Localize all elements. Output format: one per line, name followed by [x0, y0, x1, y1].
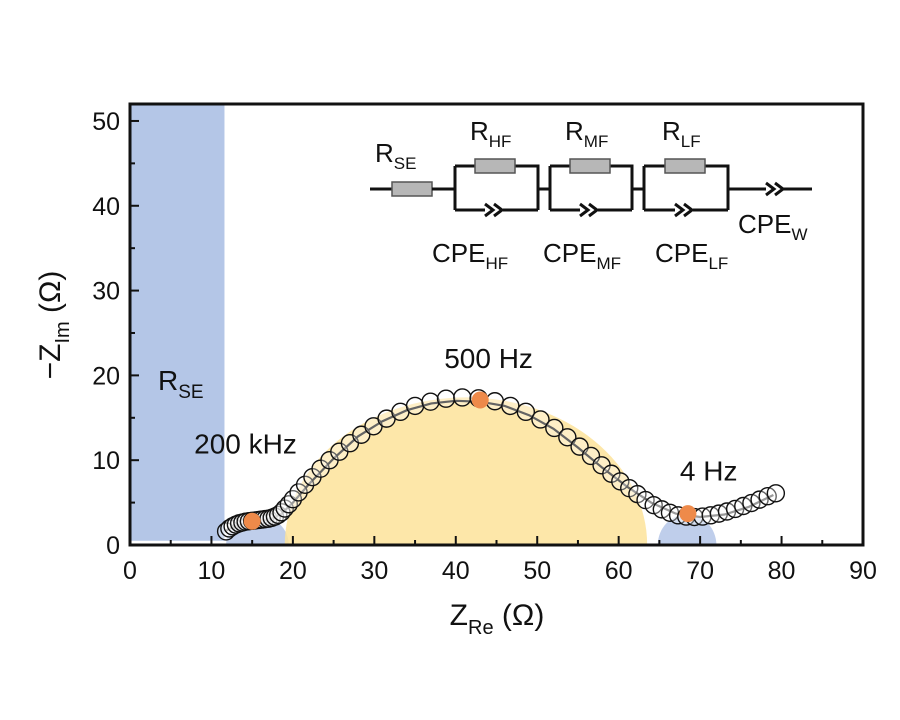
data-point	[485, 392, 505, 411]
x-tick-label: 60	[605, 557, 633, 585]
x-tick-label: 80	[768, 557, 796, 585]
equivalent-circuit	[370, 158, 812, 218]
x-tick-label: 90	[849, 557, 877, 585]
resistor-rse	[391, 181, 433, 197]
rse-band-label-main: R	[158, 365, 178, 396]
x-tick-label: 0	[123, 557, 137, 585]
label-rse: RSE	[375, 138, 416, 173]
rse-band-label-sub: SE	[178, 382, 203, 403]
data-point	[501, 396, 520, 416]
y-axis-label: −ZIm (Ω)	[34, 271, 74, 380]
rse-band-label: RSE	[158, 365, 204, 403]
data-point	[516, 402, 536, 422]
y-axis-label-main: −Z	[34, 344, 67, 380]
x-axis-label-unit: (Ω)	[494, 599, 545, 632]
x-axis-label-sub: Re	[468, 617, 494, 639]
data-point	[453, 388, 472, 407]
x-tick-label: 10	[198, 557, 226, 585]
resistor-mf	[569, 158, 611, 174]
x-axis-label: ZRe (Ω)	[450, 599, 545, 639]
label-cpe-w: CPEW	[738, 209, 808, 244]
y-tick-label: 30	[92, 278, 120, 306]
y-axis-label-sub: Im	[52, 321, 74, 343]
y-axis-label-unit: (Ω)	[34, 271, 67, 322]
cpe-lf-icon	[674, 202, 695, 218]
axis-ticks: 0 10 20 30 40 50 60 70 80 90 0 10 20 30 40 50	[92, 108, 877, 585]
frequency-label: 500 Hz	[444, 343, 533, 374]
cpe-w-icon	[765, 181, 786, 197]
frequency-marker	[243, 512, 261, 530]
x-tick-label: 50	[523, 557, 551, 585]
data-point	[421, 392, 440, 411]
circuit-labels: RSE RHF RMF RLF CPEHF CPEMF CPELF CPEW	[375, 116, 808, 273]
label-rlf: RLF	[662, 116, 701, 151]
data-point	[531, 410, 550, 429]
y-tick-label: 0	[106, 532, 120, 560]
x-tick-label: 30	[360, 557, 388, 585]
label-rmf: RMF	[565, 116, 608, 151]
frequency-marker	[679, 505, 697, 523]
label-cpe-hf: CPEHF	[432, 238, 508, 273]
x-tick-label: 70	[686, 557, 714, 585]
y-tick-label: 40	[92, 193, 120, 221]
frequency-markers: 200 kHz 500 Hz 4 Hz	[194, 343, 737, 530]
cpe-hf-icon	[484, 202, 505, 218]
label-cpe-lf: CPELF	[655, 238, 728, 273]
y-tick-label: 20	[92, 362, 120, 390]
cpe-mf-icon	[579, 202, 600, 218]
y-tick-label: 10	[92, 447, 120, 475]
data-point	[295, 475, 315, 494]
label-rhf: RHF	[470, 116, 511, 151]
data-point	[436, 389, 456, 408]
y-tick-label: 50	[92, 108, 120, 136]
x-tick-label: 40	[442, 557, 470, 585]
resistor-hf	[474, 158, 516, 174]
resistor-lf	[664, 158, 706, 174]
rse-band	[130, 104, 225, 541]
x-tick-label: 20	[279, 557, 307, 585]
data-point	[766, 484, 786, 503]
data-point	[545, 418, 564, 438]
data-point	[405, 396, 425, 416]
frequency-label: 200 kHz	[194, 428, 297, 459]
frequency-marker	[471, 391, 489, 409]
label-cpe-mf: CPEMF	[543, 238, 621, 273]
data-point	[558, 428, 577, 447]
frequency-label: 4 Hz	[680, 456, 738, 487]
x-axis-label-main: Z	[450, 599, 468, 632]
